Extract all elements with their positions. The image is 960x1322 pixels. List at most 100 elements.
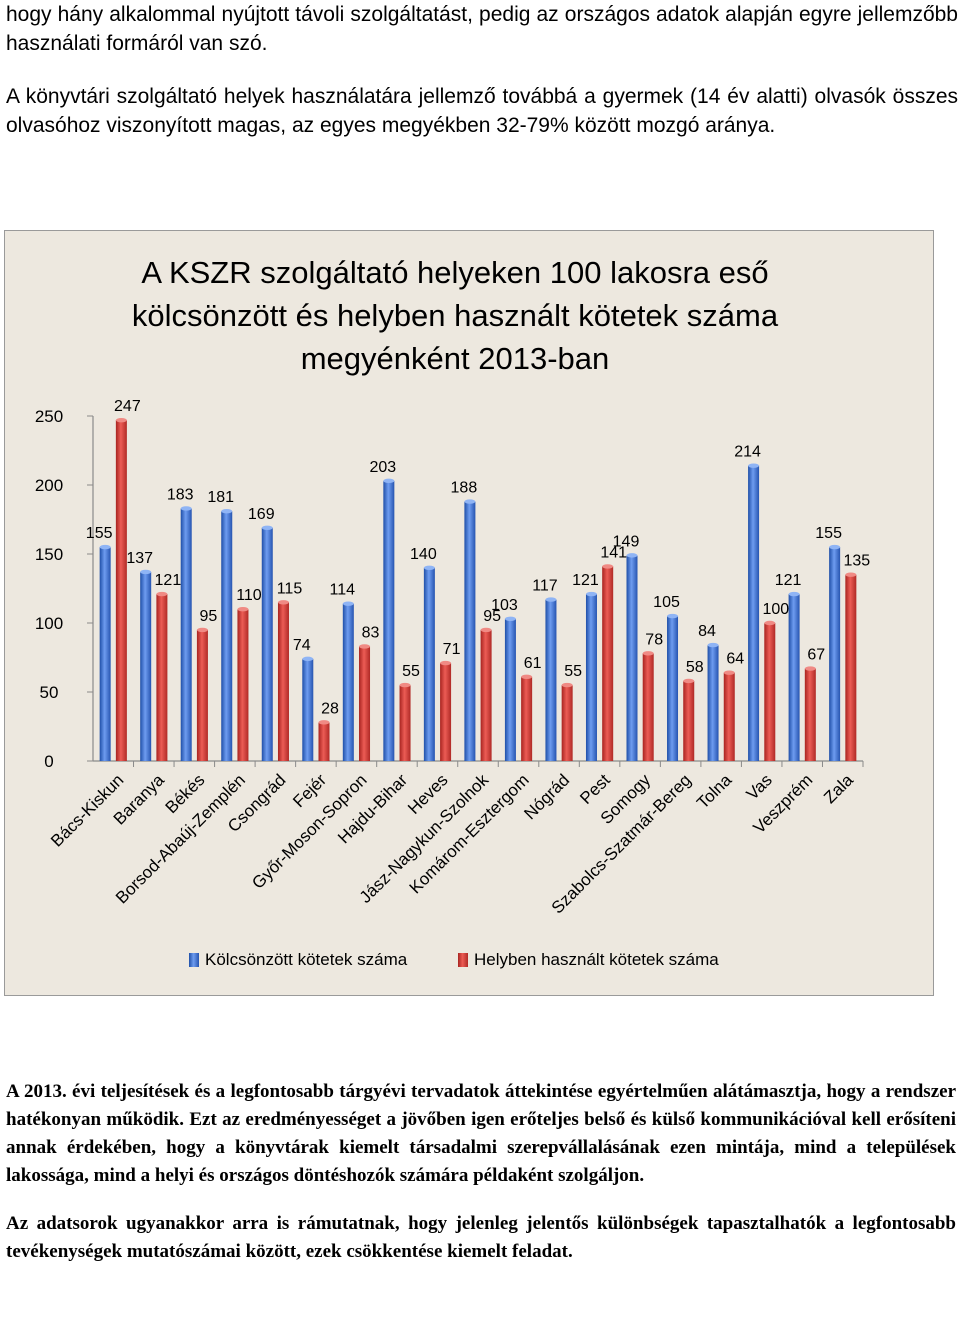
bar-kolcsonzott-cap: [545, 597, 557, 602]
bar-kolcsonzott-cap: [302, 656, 314, 662]
bar-helyben-cap: [561, 682, 573, 688]
chart-title-line: kölcsönzött és helyben használt kötetek …: [132, 298, 779, 333]
bar-helyben: [399, 685, 411, 761]
data-label: 55: [564, 663, 582, 680]
bar-helyben: [845, 574, 857, 761]
data-label: 95: [200, 608, 218, 625]
legend-label: Kölcsönzött kötetek száma: [205, 950, 408, 969]
data-label: 141: [600, 544, 627, 561]
data-label: 58: [686, 659, 704, 676]
bar-helyben-cap: [804, 666, 816, 671]
closing-paragraph-1: A 2013. évi teljesítések és a legfontosa…: [6, 1081, 956, 1186]
bar-helyben-cap: [277, 600, 289, 605]
category-label: Nógrád: [520, 770, 573, 823]
data-label: 71: [443, 641, 461, 658]
bar-helyben-cap: [440, 660, 452, 666]
bar-kolcsonzott-cap: [140, 569, 152, 575]
bar-kolcsonzott-cap: [829, 544, 841, 550]
data-label: 121: [572, 572, 599, 589]
bar-kolcsonzott: [504, 618, 516, 761]
data-label: 135: [843, 553, 870, 570]
bar-helyben-cap: [480, 627, 492, 633]
data-label: 67: [807, 647, 825, 664]
bar-kolcsonzott: [626, 555, 638, 761]
bar-kolcsonzott: [99, 547, 111, 761]
legend-label: Helyben használt kötetek száma: [474, 950, 719, 969]
bar-helyben-cap: [237, 607, 249, 612]
bar-kolcsonzott: [221, 511, 233, 761]
legend-swatch: [458, 953, 468, 967]
data-label: 28: [321, 700, 339, 717]
chart-category-labels: Bács-KiskunBaranyaBékésBorsod-Abaúj-Zemp…: [47, 770, 857, 917]
bar-helyben-cap: [845, 572, 857, 577]
bar-kolcsonzott-cap: [261, 525, 273, 530]
data-label: 55: [402, 663, 420, 680]
bar-helyben: [440, 663, 452, 761]
bar-helyben-cap: [683, 678, 695, 684]
bar-helyben: [642, 653, 654, 761]
chart-bars: [99, 417, 857, 761]
chart-title: A KSZR szolgáltató helyeken 100 lakosra …: [132, 255, 779, 376]
data-label: 203: [369, 459, 396, 476]
data-label: 140: [410, 546, 437, 563]
data-label: 149: [613, 533, 640, 550]
bar-helyben-cap: [399, 682, 411, 688]
category-label: Tolna: [693, 770, 736, 813]
bar-kolcsonzott-cap: [383, 478, 395, 484]
bar-kolcsonzott-cap: [342, 601, 354, 606]
bar-kolcsonzott-cap: [748, 463, 760, 468]
bar-helyben-cap: [156, 591, 168, 597]
chart-title-line: megyénként 2013-ban: [301, 341, 610, 376]
bar-kolcsonzott-cap: [423, 565, 435, 570]
bar-kolcsonzott: [180, 508, 192, 761]
data-label: 214: [734, 444, 761, 461]
bar-kolcsonzott: [383, 480, 395, 761]
bar-kolcsonzott-cap: [585, 591, 597, 597]
bar-kolcsonzott: [342, 603, 354, 761]
bar-helyben: [521, 676, 533, 761]
data-label: 247: [114, 398, 141, 415]
intro-text: hogy hány alkalommal nyújtott távoli szo…: [6, 0, 958, 140]
bar-kolcsonzott: [464, 501, 476, 761]
data-label: 61: [524, 655, 542, 672]
bar-kolcsonzott-cap: [464, 499, 476, 504]
data-label: 83: [362, 624, 380, 641]
chart-title-line: A KSZR szolgáltató helyeken 100 lakosra …: [141, 255, 768, 290]
bar-helyben-cap: [521, 674, 533, 680]
bar-helyben: [723, 672, 735, 761]
bar-helyben: [359, 646, 371, 761]
data-label: 137: [126, 550, 153, 567]
data-label: 121: [155, 572, 182, 589]
y-tick-label: 200: [35, 476, 63, 495]
data-label: 100: [762, 601, 789, 618]
bar-kolcsonzott: [261, 527, 273, 761]
closing-text: A 2013. évi teljesítések és a legfontosa…: [6, 1078, 956, 1266]
bar-helyben: [277, 602, 289, 761]
data-label: 84: [698, 623, 716, 640]
y-tick-label: 100: [35, 614, 63, 633]
category-label: Vas: [743, 770, 776, 803]
bar-helyben: [480, 629, 492, 761]
intro-paragraph-1: hogy hány alkalommal nyújtott távoli szo…: [6, 3, 958, 55]
data-label: 121: [775, 572, 802, 589]
bar-kolcsonzott: [829, 547, 841, 761]
chart-legend: Kölcsönzött kötetek száma Helyben használ…: [189, 950, 719, 969]
bar-helyben: [237, 609, 249, 761]
bar-kolcsonzott-cap: [180, 506, 192, 511]
bar-helyben: [318, 722, 330, 761]
bar-helyben-cap: [642, 651, 654, 656]
bar-kolcsonzott: [423, 567, 435, 761]
bar-helyben: [115, 420, 127, 761]
data-label: 74: [293, 637, 311, 654]
data-label: 155: [815, 525, 842, 542]
bar-helyben-cap: [764, 620, 776, 626]
data-label: 181: [207, 489, 234, 506]
bar-kolcsonzott: [667, 616, 679, 761]
bar-chart: A KSZR szolgáltató helyeken 100 lakosra …: [35, 255, 870, 969]
bar-helyben-cap: [359, 644, 371, 649]
bar-kolcsonzott-cap: [707, 642, 719, 648]
bar-kolcsonzott: [707, 645, 719, 761]
bar-kolcsonzott: [140, 571, 152, 761]
chart-axes: 0 50 100 150 200 250: [35, 407, 864, 771]
data-label: 78: [645, 631, 663, 648]
